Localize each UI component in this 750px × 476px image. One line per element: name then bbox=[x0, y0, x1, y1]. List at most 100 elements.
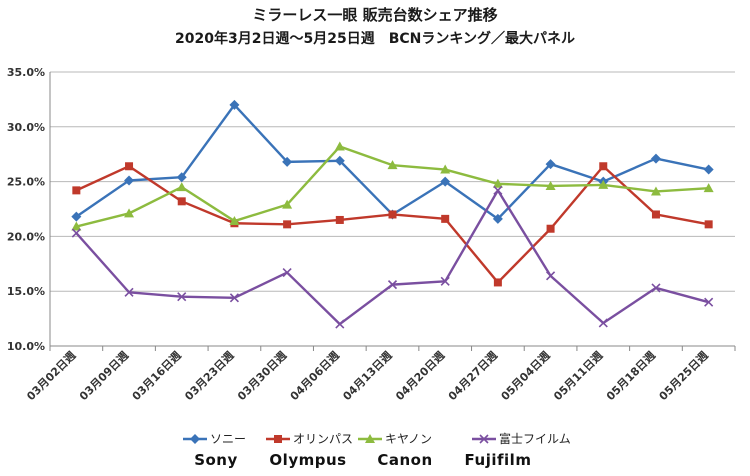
axes bbox=[49, 72, 736, 351]
x-tick-label: 03月16日週 bbox=[129, 348, 184, 403]
legend-label: 富士フイルム bbox=[499, 431, 571, 446]
point-stroke bbox=[440, 276, 450, 286]
data-point bbox=[283, 220, 292, 229]
data-point bbox=[440, 164, 451, 174]
series-lines bbox=[71, 99, 714, 329]
point-stroke bbox=[493, 185, 503, 195]
data-point bbox=[703, 183, 714, 193]
x-tick-label: 05月25日週 bbox=[656, 348, 711, 403]
data-point bbox=[176, 182, 187, 192]
series-canon bbox=[71, 141, 714, 231]
data-point bbox=[282, 156, 293, 167]
x-tick-label: 03月09日週 bbox=[76, 348, 131, 403]
data-point bbox=[703, 164, 714, 175]
legend-marker bbox=[365, 434, 375, 443]
x-tick-label: 04月20日週 bbox=[392, 348, 447, 403]
point-stroke bbox=[651, 283, 661, 293]
legend-label: キヤノン bbox=[385, 432, 432, 446]
data-point bbox=[124, 287, 134, 297]
x-tick-label: 03月30日週 bbox=[234, 348, 289, 403]
data-point bbox=[71, 211, 82, 222]
data-point bbox=[651, 210, 660, 219]
point-stroke bbox=[335, 319, 345, 329]
data-point bbox=[229, 216, 240, 226]
data-point bbox=[229, 99, 240, 110]
x-tick-label: 04月27日週 bbox=[445, 348, 500, 403]
legend-marker bbox=[274, 435, 282, 443]
y-tick-label: 10.0% bbox=[7, 340, 45, 353]
point-stroke bbox=[177, 292, 187, 302]
x-tick-label: 05月11日週 bbox=[551, 348, 606, 403]
data-point bbox=[229, 293, 239, 303]
y-tick-labels: 10.0% 15.0% 20.0% 25.0% 30.0% 35.0% bbox=[7, 66, 45, 353]
point-stroke bbox=[546, 271, 556, 281]
chart-title: ミラーレス一眼 販売台数シェア推移 bbox=[252, 6, 498, 24]
point-stroke bbox=[479, 434, 489, 444]
data-point bbox=[440, 176, 451, 187]
data-point bbox=[599, 162, 608, 171]
data-point bbox=[598, 179, 609, 189]
data-point bbox=[124, 175, 135, 186]
legend-item-fujifilm: 富士フイルム bbox=[472, 431, 571, 446]
y-tick-label: 20.0% bbox=[7, 230, 45, 243]
legend-latin-label: Canon bbox=[377, 451, 432, 469]
y-tick-label: 25.0% bbox=[7, 176, 45, 189]
data-point bbox=[335, 215, 344, 224]
data-point bbox=[545, 159, 556, 170]
point-stroke bbox=[598, 318, 608, 328]
data-point bbox=[125, 162, 134, 171]
x-tick-label: 03月02日週 bbox=[24, 348, 79, 403]
x-tick-label: 04月13日週 bbox=[340, 348, 395, 403]
data-point bbox=[545, 180, 556, 190]
point-stroke bbox=[229, 293, 239, 303]
legend-label: ソニー bbox=[210, 432, 246, 446]
data-point bbox=[335, 319, 345, 329]
legend-latin-label: Fujifilm bbox=[465, 451, 532, 469]
series-fujifilm bbox=[71, 185, 714, 329]
data-point bbox=[71, 221, 82, 231]
data-point bbox=[334, 155, 345, 166]
data-point bbox=[124, 208, 135, 218]
y-tick-label: 35.0% bbox=[7, 66, 45, 79]
legend-marker bbox=[190, 434, 200, 444]
x-tick-label: 05月04日週 bbox=[498, 348, 553, 403]
legend-label: オリンパス bbox=[293, 432, 353, 446]
y-tick-label: 30.0% bbox=[7, 121, 45, 134]
point-stroke bbox=[124, 287, 134, 297]
point-stroke bbox=[282, 268, 292, 278]
legend-item-olympus: オリンパス bbox=[266, 432, 353, 446]
data-point bbox=[441, 214, 450, 223]
data-point bbox=[546, 224, 555, 233]
legend-marker bbox=[479, 434, 489, 444]
data-point bbox=[704, 297, 714, 307]
data-point bbox=[651, 283, 661, 293]
series-olympus bbox=[72, 162, 713, 287]
point-stroke bbox=[704, 297, 714, 307]
data-point bbox=[598, 318, 608, 328]
legend-item-canon: キヤノン bbox=[358, 432, 432, 446]
legend: ソニー Sony オリンパス Olympus キヤノン Canon 富士フイルム Fujifi… bbox=[183, 431, 571, 469]
data-point bbox=[492, 213, 503, 224]
data-point bbox=[388, 210, 397, 219]
data-point bbox=[492, 178, 503, 188]
data-point bbox=[177, 292, 187, 302]
data-point bbox=[282, 199, 293, 209]
data-point bbox=[387, 160, 398, 170]
y-tick-label: 15.0% bbox=[7, 285, 45, 298]
chart-subtitle: 2020年3月2日週～5月25日週 BCNランキング／最大パネル bbox=[175, 31, 575, 47]
data-point bbox=[282, 268, 292, 278]
legend-item-sony: ソニー bbox=[183, 432, 246, 446]
data-point bbox=[71, 228, 81, 238]
data-point bbox=[334, 141, 345, 151]
point-stroke bbox=[387, 280, 398, 290]
x-tick-label: 04月06日週 bbox=[287, 348, 342, 403]
x-tick-labels: 03月02日週03月09日週03月16日週03月23日週03月30日週04月06… bbox=[24, 348, 711, 403]
series-line bbox=[75, 165, 709, 284]
legend-latin-label: Sony bbox=[194, 451, 238, 469]
data-point bbox=[493, 185, 503, 195]
legend-latin-label: Olympus bbox=[269, 451, 346, 469]
x-tick-label: 03月23日週 bbox=[182, 348, 237, 403]
data-point bbox=[493, 278, 502, 287]
